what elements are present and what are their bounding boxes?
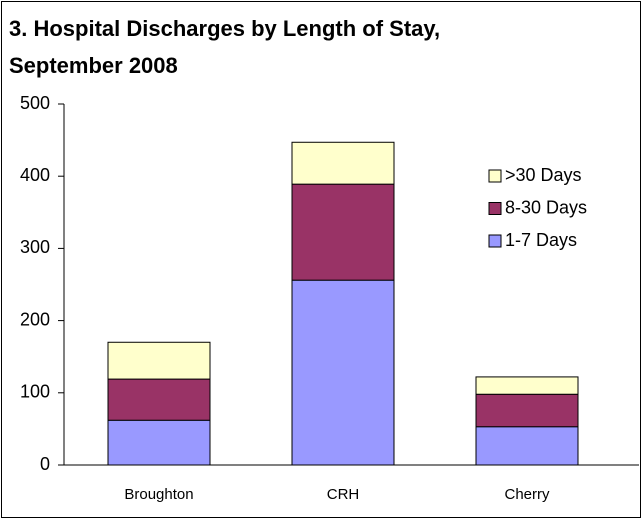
bar-segment	[107, 378, 211, 421]
bar-segment	[107, 419, 211, 466]
legend-swatch	[488, 202, 502, 215]
y-tick-label: 200	[20, 309, 50, 329]
bar-segment	[475, 376, 579, 395]
bar-segment	[291, 183, 395, 281]
bar-segment	[475, 426, 579, 466]
x-tick-label: CRH	[327, 486, 360, 503]
legend-swatch	[488, 234, 502, 248]
chart-title: 3. Hospital Discharges by Length of Stay…	[9, 16, 441, 78]
x-tick-label: Cherry	[504, 486, 550, 503]
bar-segment	[291, 141, 395, 185]
legend-label: >30 Days	[505, 165, 582, 185]
legend-swatch	[488, 169, 502, 183]
bar-segment	[475, 393, 579, 428]
y-tick-label: 0	[40, 454, 50, 474]
y-tick-label: 400	[20, 165, 50, 185]
legend-label: 8-30 Days	[505, 197, 587, 217]
y-tick-label: 100	[20, 382, 50, 402]
y-tick-label: 500	[20, 93, 50, 113]
bar-segment	[291, 279, 395, 466]
bar-segment	[107, 341, 211, 380]
legend-label: 1-7 Days	[505, 230, 577, 250]
x-tick-label: Broughton	[124, 486, 193, 503]
y-tick-label: 300	[20, 237, 50, 257]
